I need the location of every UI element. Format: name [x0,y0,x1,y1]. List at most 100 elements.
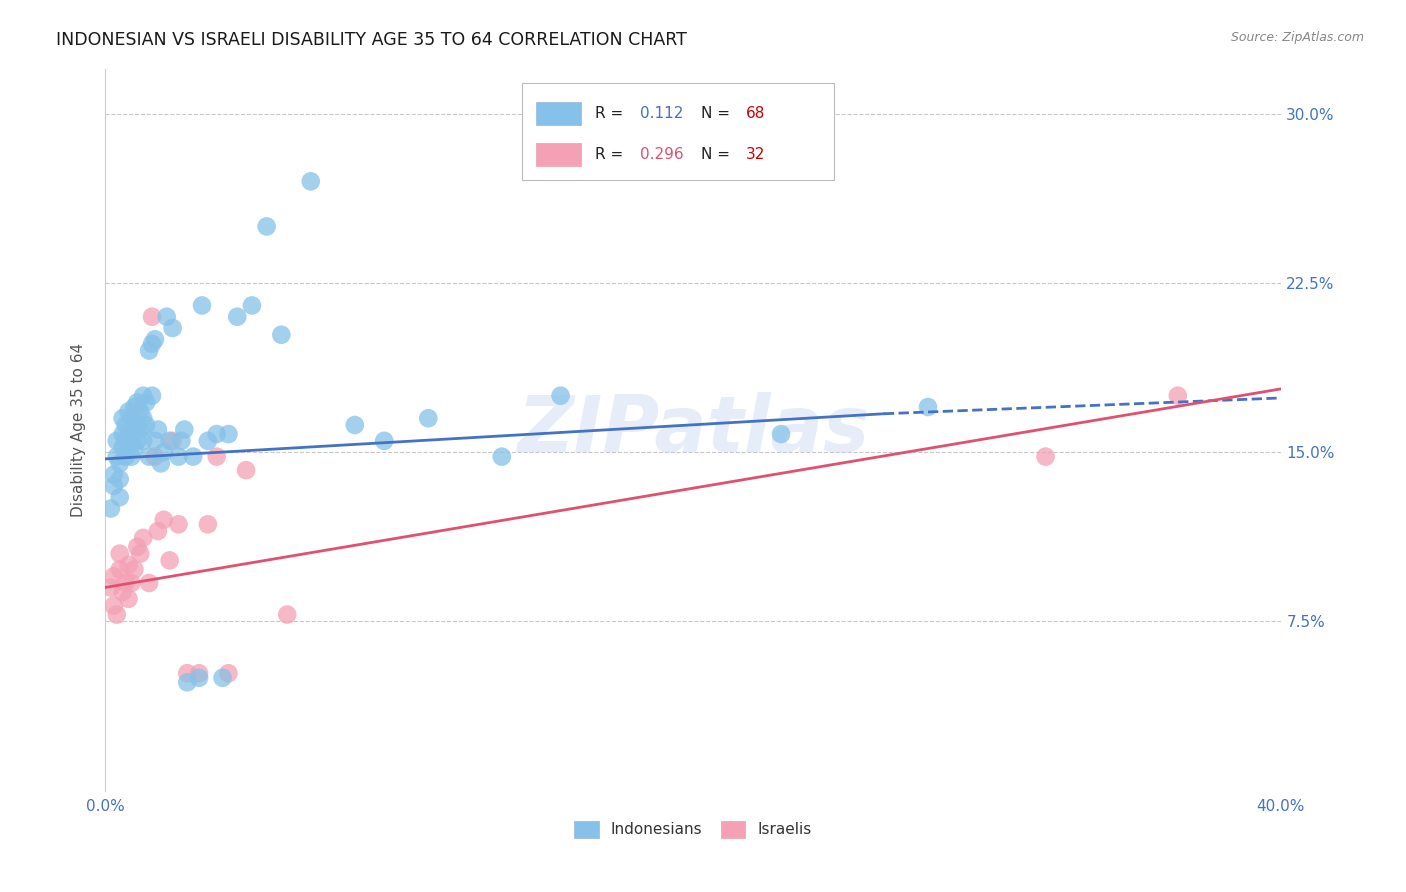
Point [141,336,163,351]
Point [167,517,190,532]
FancyBboxPatch shape [537,143,581,166]
Point [117,427,139,442]
Point [143,332,166,346]
Text: Source: ZipAtlas.com: Source: ZipAtlas.com [1230,31,1364,45]
Point [191,298,214,312]
Point [111,585,134,599]
Point [100,581,122,595]
Point [114,450,136,464]
Point [108,490,131,504]
Point [235,463,257,477]
Point [117,404,139,418]
Point [132,531,155,545]
Point [132,434,155,448]
Point [108,547,131,561]
Text: R =: R = [595,106,628,120]
Point [1167,389,1189,403]
Point [127,540,149,554]
Point [129,423,152,437]
Text: INDONESIAN VS ISRAELI DISABILITY AGE 35 TO 64 CORRELATION CHART: INDONESIAN VS ISRAELI DISABILITY AGE 35 … [56,31,688,49]
Point [100,501,122,516]
Point [120,450,142,464]
Point [188,666,211,681]
Point [181,450,204,464]
Point [127,395,149,409]
Point [135,417,157,432]
Text: 0.112: 0.112 [640,106,683,120]
Point [103,569,125,583]
Point [299,174,322,188]
Point [373,434,395,448]
Point [159,434,181,448]
Point [211,671,233,685]
Point [132,389,155,403]
Point [103,479,125,493]
Point [550,389,572,403]
Point [124,423,146,437]
Point [152,445,174,459]
Text: ZIPatlas: ZIPatlas [517,392,869,467]
Text: 0.296: 0.296 [640,147,683,162]
Point [152,513,174,527]
Point [205,427,228,442]
Point [141,389,163,403]
Text: 68: 68 [745,106,765,120]
Point [120,576,142,591]
Point [156,310,179,324]
Point [217,427,239,442]
Text: N =: N = [702,147,735,162]
Text: 32: 32 [745,147,765,162]
Point [226,310,249,324]
Point [146,423,169,437]
FancyBboxPatch shape [523,83,834,180]
Point [1035,450,1057,464]
Point [162,321,184,335]
Point [149,457,172,471]
Point [120,434,142,448]
Point [162,434,184,448]
Point [127,434,149,448]
Point [111,427,134,442]
Point [170,434,193,448]
Point [124,441,146,455]
Point [418,411,440,425]
Point [176,675,198,690]
Point [173,423,195,437]
Point [127,417,149,432]
Point [197,517,219,532]
Point [108,472,131,486]
Point [769,427,792,442]
Point [103,599,125,613]
Point [146,524,169,538]
Point [176,666,198,681]
Point [117,591,139,606]
Point [120,411,142,425]
Text: N =: N = [702,106,735,120]
FancyBboxPatch shape [537,102,581,125]
Point [105,607,128,622]
Point [276,607,298,622]
Point [132,411,155,425]
Point [124,562,146,576]
Point [117,441,139,455]
Point [129,547,152,561]
Point [135,395,157,409]
Point [240,298,263,312]
Point [138,343,160,358]
Point [114,576,136,591]
Point [138,450,160,464]
Legend: Indonesians, Israelis: Indonesians, Israelis [568,814,818,845]
Point [105,450,128,464]
Point [111,441,134,455]
Point [167,450,190,464]
Point [143,450,166,464]
Point [105,434,128,448]
Point [159,553,181,567]
Point [197,434,219,448]
Point [917,400,939,414]
Point [343,417,366,432]
Point [114,417,136,432]
Point [138,576,160,591]
Point [143,434,166,448]
Point [491,450,513,464]
